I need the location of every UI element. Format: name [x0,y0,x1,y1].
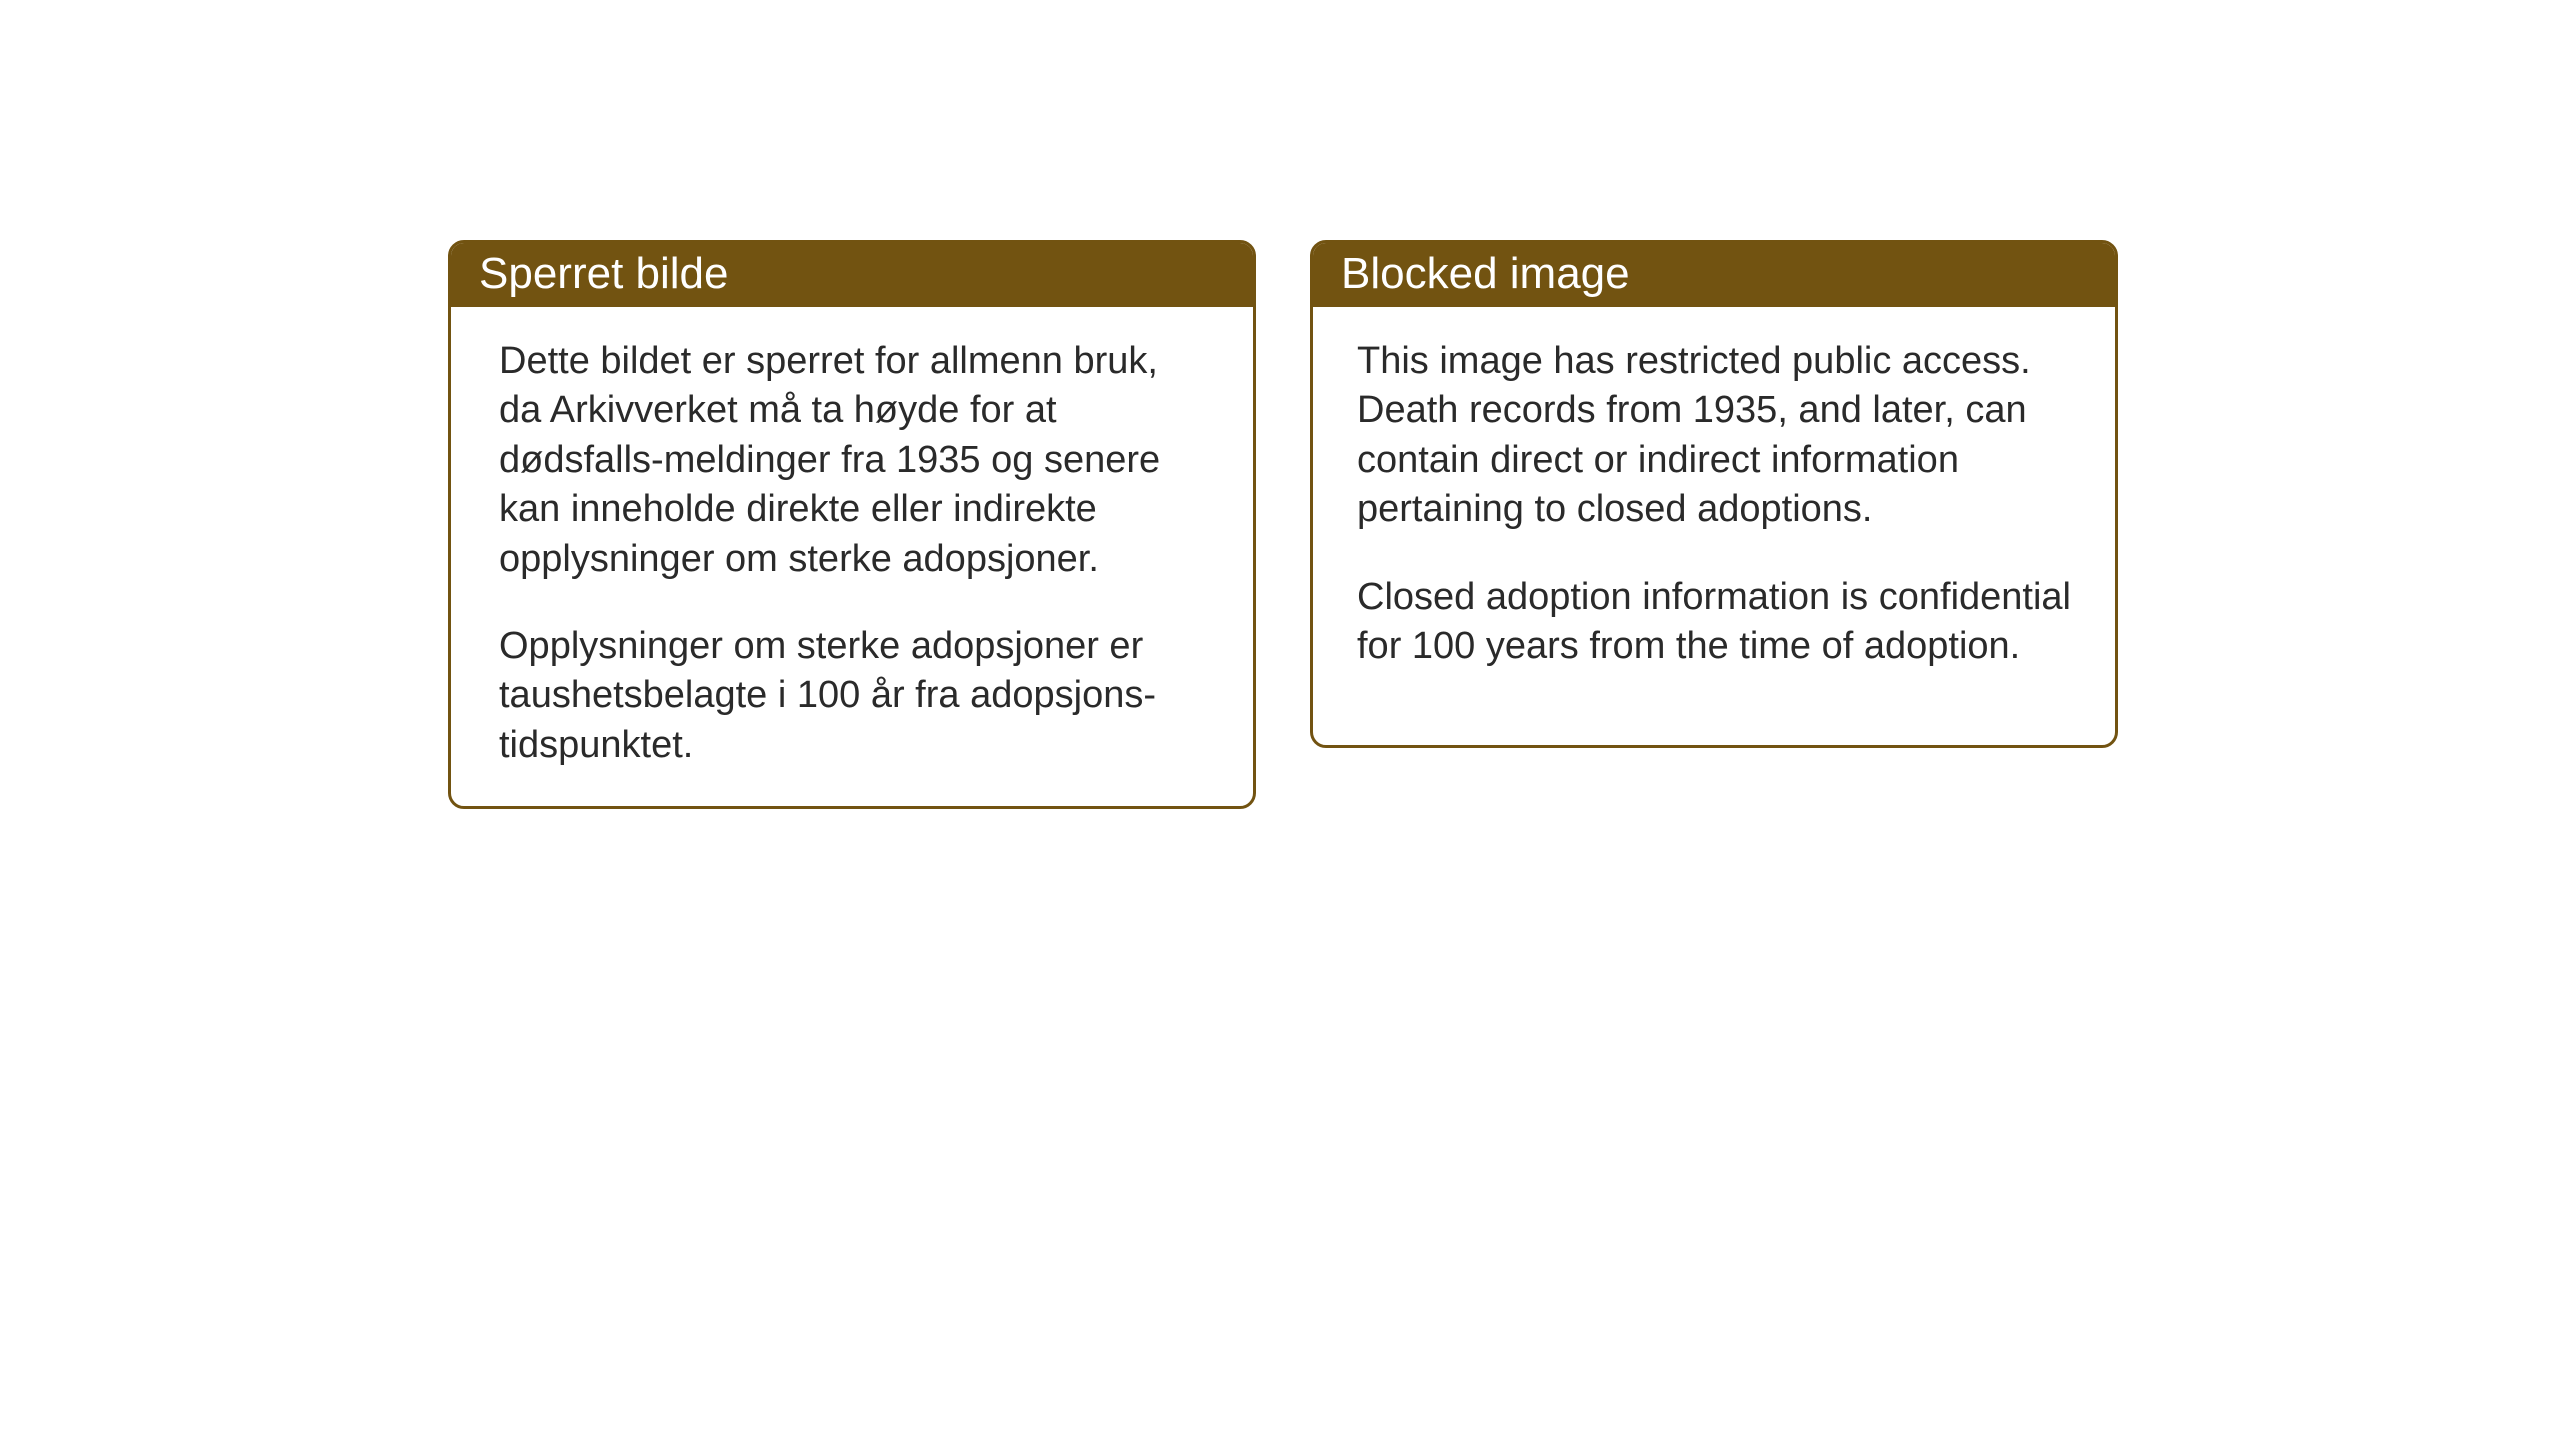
notice-paragraph-2-english: Closed adoption information is confident… [1357,573,2079,672]
notice-header-english: Blocked image [1313,243,2115,307]
notice-box-norwegian: Sperret bilde Dette bildet er sperret fo… [448,240,1256,809]
notice-box-english: Blocked image This image has restricted … [1310,240,2118,748]
notice-paragraph-2-norwegian: Opplysninger om sterke adopsjoner er tau… [499,622,1209,770]
notice-container: Sperret bilde Dette bildet er sperret fo… [448,240,2118,809]
notice-body-norwegian: Dette bildet er sperret for allmenn bruk… [451,307,1253,806]
notice-paragraph-1-english: This image has restricted public access.… [1357,337,2079,535]
notice-header-norwegian: Sperret bilde [451,243,1253,307]
notice-paragraph-1-norwegian: Dette bildet er sperret for allmenn bruk… [499,337,1209,584]
notice-body-english: This image has restricted public access.… [1313,307,2115,707]
